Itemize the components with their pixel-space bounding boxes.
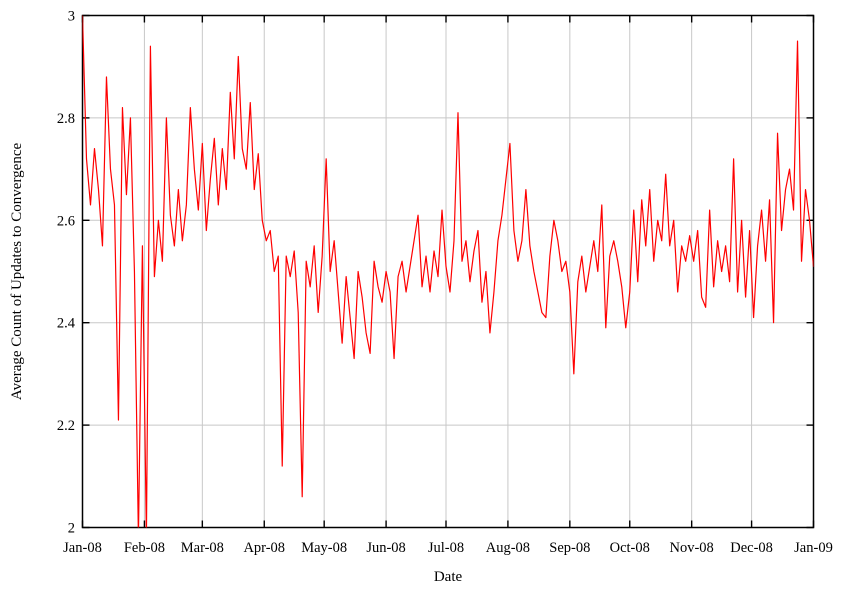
series-layer	[82, 15, 814, 528]
x-tick-label: Feb-08	[124, 540, 165, 556]
label-layer: Date Average Count of Updates to Converg…	[9, 9, 833, 586]
x-tick-label: May-08	[301, 540, 347, 556]
x-tick-label: Dec-08	[730, 540, 773, 556]
x-tick-label: Apr-08	[243, 540, 285, 556]
y-tick-label: 2.8	[57, 111, 75, 127]
y-tick-label: 2	[68, 521, 75, 537]
axis-layer	[81, 14, 815, 529]
y-tick-label: 2.6	[57, 213, 75, 229]
x-tick-label: Mar-08	[181, 540, 224, 556]
x-tick-label: Nov-08	[670, 540, 714, 556]
x-tick-label: Jun-08	[366, 540, 405, 556]
x-tick-label: Jan-09	[794, 540, 833, 556]
x-tick-label: Jan-08	[63, 540, 102, 556]
y-axis-title: Average Count of Updates to Convergence	[9, 143, 25, 401]
x-tick-label: Jul-08	[428, 540, 464, 556]
x-tick-label: Oct-08	[610, 540, 650, 556]
x-tick-label: Aug-08	[486, 540, 530, 556]
y-tick-label: 2.4	[57, 316, 76, 332]
grid-layer	[82, 15, 814, 528]
data-series-line	[82, 15, 814, 528]
x-tick-label: Sep-08	[549, 540, 590, 556]
x-axis-title: Date	[434, 569, 463, 585]
y-tick-label: 3	[68, 9, 75, 25]
plot-border	[81, 14, 815, 529]
y-tick-label: 2.2	[57, 418, 75, 434]
